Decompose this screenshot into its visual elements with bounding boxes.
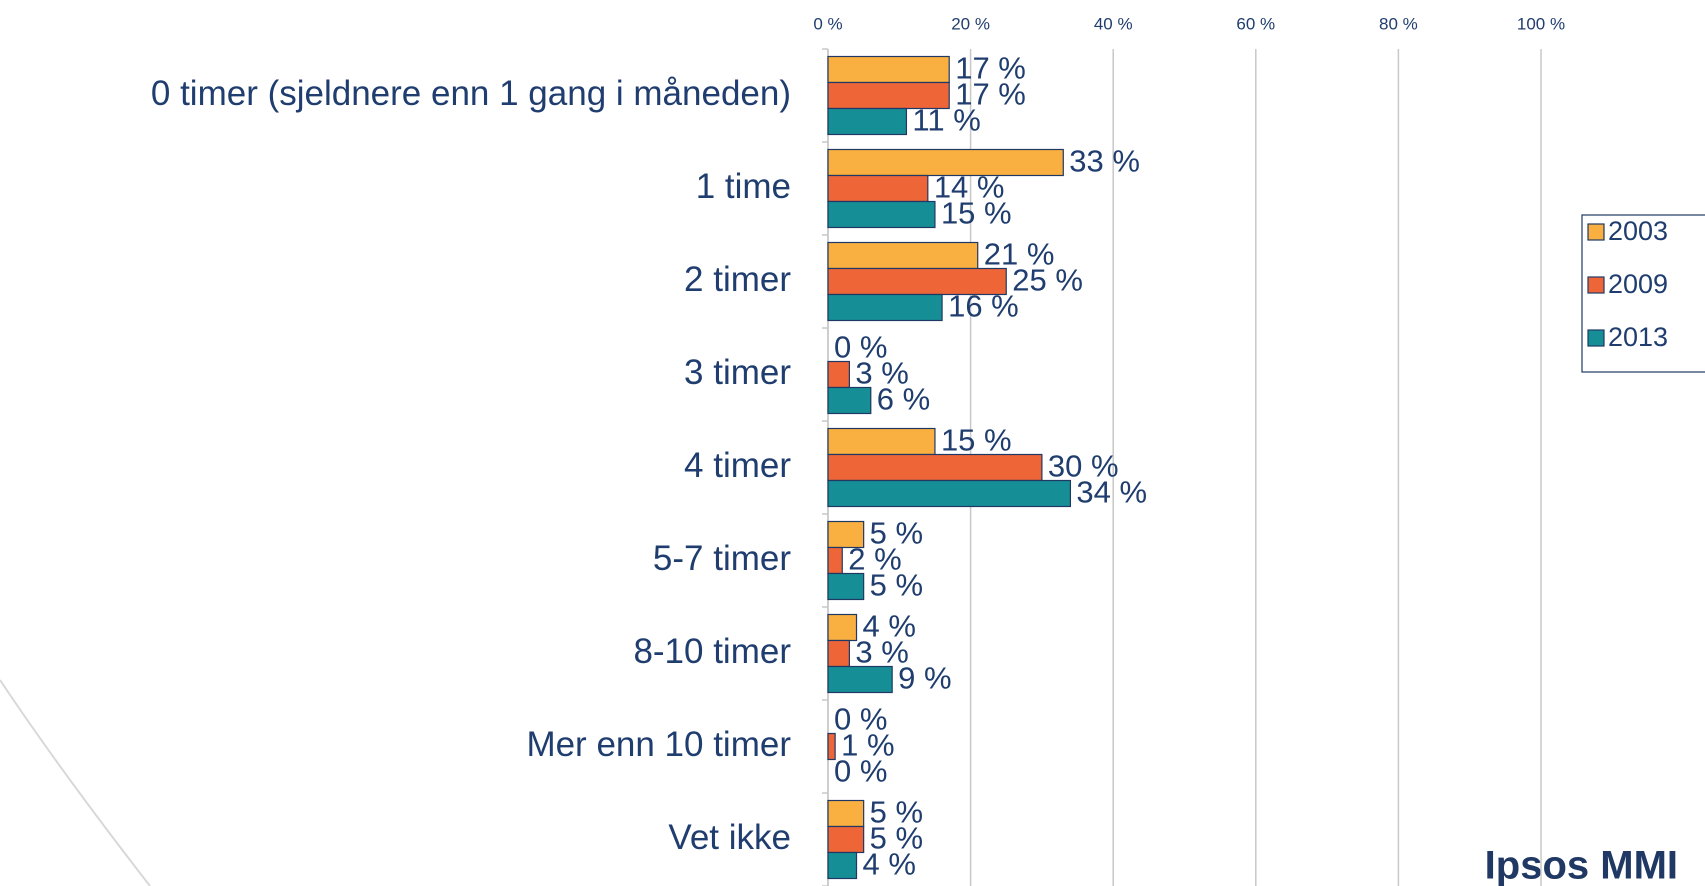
value-label: 2 % bbox=[848, 542, 901, 577]
decorative-curve bbox=[0, 679, 151, 886]
bar bbox=[827, 479, 1072, 508]
y-tick-label: Vet ikke bbox=[668, 818, 791, 857]
logo: Ipsos MMI bbox=[1485, 844, 1678, 886]
bar bbox=[827, 107, 908, 136]
x-tick-label: 40 % bbox=[1094, 14, 1133, 33]
value-label: 0 % bbox=[834, 754, 887, 789]
value-label: 1 % bbox=[841, 728, 894, 763]
legend-label: 2003 bbox=[1608, 216, 1668, 246]
bar bbox=[827, 613, 858, 642]
bar bbox=[827, 148, 1064, 177]
bar bbox=[827, 427, 936, 456]
bar bbox=[827, 453, 1043, 482]
x-tick-label: 20 % bbox=[951, 14, 990, 33]
value-label: 17 % bbox=[955, 51, 1026, 86]
bar bbox=[827, 732, 836, 761]
legend-swatch bbox=[1587, 276, 1605, 294]
bar bbox=[827, 81, 950, 110]
bar bbox=[827, 293, 943, 322]
y-tick-label: 0 timer (sjeldnere enn 1 gang i måneden) bbox=[151, 74, 791, 113]
x-tick-label: 0 % bbox=[813, 14, 842, 33]
value-label: 4 % bbox=[863, 847, 916, 882]
value-label: 25 % bbox=[1012, 263, 1083, 298]
value-label: 0 % bbox=[834, 330, 887, 365]
bar bbox=[827, 851, 858, 880]
x-tick-label: 100 % bbox=[1517, 14, 1565, 33]
legend-label: 2009 bbox=[1608, 269, 1668, 299]
legend-label: 2013 bbox=[1608, 322, 1668, 352]
value-label: 5 % bbox=[870, 568, 923, 603]
value-label: 9 % bbox=[898, 661, 951, 696]
y-tick-label: 8-10 timer bbox=[633, 632, 791, 671]
value-label: 15 % bbox=[941, 196, 1012, 231]
value-label: 16 % bbox=[948, 289, 1019, 324]
value-label: 0 % bbox=[834, 702, 887, 737]
value-label: 6 % bbox=[877, 382, 930, 417]
value-label: 3 % bbox=[855, 635, 908, 670]
bar bbox=[827, 55, 950, 84]
bar bbox=[827, 360, 850, 389]
bar bbox=[827, 386, 872, 415]
bar bbox=[827, 639, 850, 668]
value-label: 11 % bbox=[912, 103, 980, 138]
bar bbox=[827, 200, 936, 229]
y-tick-label: 1 time bbox=[696, 167, 791, 206]
legend-swatch bbox=[1587, 223, 1605, 241]
value-label: 34 % bbox=[1076, 475, 1147, 510]
bar bbox=[827, 546, 843, 575]
value-label: 30 % bbox=[1048, 449, 1119, 484]
y-tick-label: 5-7 timer bbox=[653, 539, 791, 578]
value-label: 4 % bbox=[863, 609, 916, 644]
bar bbox=[827, 174, 929, 203]
x-tick-label: 80 % bbox=[1379, 14, 1418, 33]
bar bbox=[827, 665, 893, 694]
y-tick-label: Mer enn 10 timer bbox=[526, 725, 791, 764]
value-label: 17 % bbox=[955, 77, 1026, 112]
x-tick-label: 60 % bbox=[1236, 14, 1275, 33]
legend-swatch bbox=[1587, 329, 1605, 347]
bar bbox=[827, 241, 979, 270]
y-tick-label: 4 timer bbox=[684, 446, 791, 485]
value-label: 21 % bbox=[984, 237, 1055, 272]
bar bbox=[827, 520, 865, 549]
value-label: 5 % bbox=[870, 516, 923, 551]
bar bbox=[827, 572, 865, 601]
y-tick-label: 3 timer bbox=[684, 353, 791, 392]
y-tick-label: 2 timer bbox=[684, 260, 791, 299]
value-label: 5 % bbox=[870, 795, 923, 830]
value-label: 5 % bbox=[870, 821, 923, 856]
value-label: 33 % bbox=[1069, 144, 1140, 179]
bar bbox=[827, 799, 865, 828]
value-label: 3 % bbox=[855, 356, 908, 391]
value-label: 15 % bbox=[941, 423, 1012, 458]
value-label: 14 % bbox=[934, 170, 1005, 205]
bar bbox=[827, 825, 865, 854]
